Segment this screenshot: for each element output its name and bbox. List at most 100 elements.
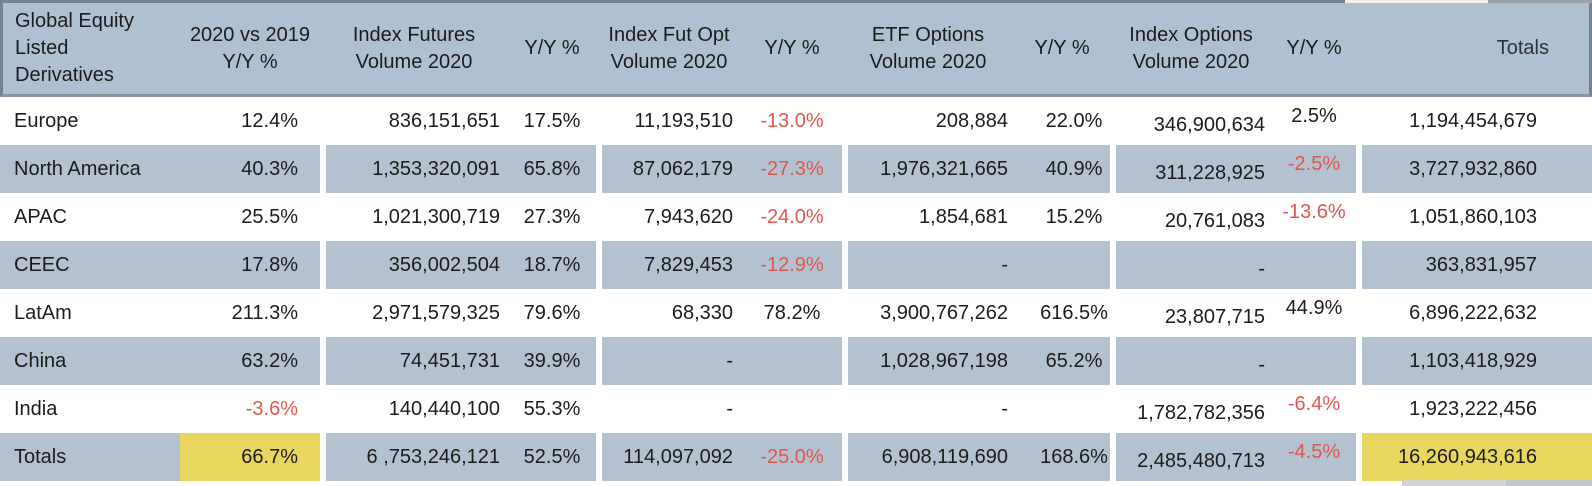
cell: 1,051,860,103 bbox=[1356, 193, 1592, 241]
row-india: India -3.6% 140,440,100 55.3% - - 1,782,… bbox=[0, 385, 1592, 433]
row-label: North America bbox=[0, 145, 180, 193]
cell: 52.5% bbox=[508, 433, 596, 481]
cell: 114,097,092 bbox=[596, 433, 742, 481]
column-header-index-fut-opt-yy: Y/Y % bbox=[742, 0, 842, 97]
screen-edge-artifact bbox=[1402, 480, 1506, 486]
cell bbox=[1014, 241, 1110, 289]
screen-edge-artifact bbox=[1345, 0, 1488, 3]
cell: - bbox=[842, 385, 1014, 433]
cell: 1,103,418,929 bbox=[1356, 337, 1592, 385]
cell: 17.5% bbox=[508, 97, 596, 145]
cell: - bbox=[1110, 337, 1272, 385]
cell: 311,228,925 bbox=[1110, 145, 1272, 193]
cell: 2,971,579,325 bbox=[320, 289, 508, 337]
cell: - bbox=[596, 385, 742, 433]
cell: 1,782,782,356 bbox=[1110, 385, 1272, 433]
cell: -3.6% bbox=[180, 385, 320, 433]
cell: 65.8% bbox=[508, 145, 596, 193]
cell: 20,761,083 bbox=[1110, 193, 1272, 241]
cell: 1,194,454,679 bbox=[1356, 97, 1592, 145]
row-apac: APAC 25.5% 1,021,300,719 27.3% 7,943,620… bbox=[0, 193, 1592, 241]
column-header-region: Global Equity Listed Derivatives bbox=[0, 0, 180, 97]
column-header-etf-options-yy: Y/Y % bbox=[1014, 0, 1110, 97]
cell: 211.3% bbox=[180, 289, 320, 337]
row-label: India bbox=[0, 385, 180, 433]
column-header-index-futures-volume: Index Futures Volume 2020 bbox=[320, 0, 508, 97]
cell: - bbox=[842, 241, 1014, 289]
row-latam: LatAm 211.3% 2,971,579,325 79.6% 68,330 … bbox=[0, 289, 1592, 337]
cell: 1,976,321,665 bbox=[842, 145, 1014, 193]
cell: 1,923,222,456 bbox=[1356, 385, 1592, 433]
cell bbox=[1272, 241, 1356, 289]
cell: 1,021,300,719 bbox=[320, 193, 508, 241]
cell: -25.0% bbox=[742, 433, 842, 481]
cell: 356,002,504 bbox=[320, 241, 508, 289]
screen-edge-artifact bbox=[1488, 0, 1592, 3]
row-totals: Totals 66.7% 6 ,753,246,121 52.5% 114,09… bbox=[0, 433, 1592, 481]
cell: 836,151,651 bbox=[320, 97, 508, 145]
cell: 208,884 bbox=[842, 97, 1014, 145]
row-china: China 63.2% 74,451,731 39.9% - 1,028,967… bbox=[0, 337, 1592, 385]
cell: 6,908,119,690 bbox=[842, 433, 1014, 481]
cell: 7,943,620 bbox=[596, 193, 742, 241]
cell: 78.2% bbox=[742, 289, 842, 337]
cell bbox=[742, 385, 842, 433]
row-label: CEEC bbox=[0, 241, 180, 289]
row-label: Europe bbox=[0, 97, 180, 145]
column-header-index-fut-opt-volume: Index Fut Opt Volume 2020 bbox=[596, 0, 742, 97]
cell: -13.6% bbox=[1272, 193, 1356, 241]
cell: 1,854,681 bbox=[842, 193, 1014, 241]
cell: -4.5% bbox=[1272, 433, 1356, 481]
cell: -13.0% bbox=[742, 97, 842, 145]
column-header-yy-2020-2019: 2020 vs 2019 Y/Y % bbox=[180, 0, 320, 97]
cell: 346,900,634 bbox=[1110, 97, 1272, 145]
cell: -24.0% bbox=[742, 193, 842, 241]
row-north-america: North America 40.3% 1,353,320,091 65.8% … bbox=[0, 145, 1592, 193]
cell: 17.8% bbox=[180, 241, 320, 289]
cell bbox=[1014, 385, 1110, 433]
cell: 6,896,222,632 bbox=[1356, 289, 1592, 337]
cell: 15.2% bbox=[1014, 193, 1110, 241]
cell: 22.0% bbox=[1014, 97, 1110, 145]
column-header-index-options-volume: Index Options Volume 2020 bbox=[1110, 0, 1272, 97]
cell: -27.3% bbox=[742, 145, 842, 193]
column-header-index-futures-yy: Y/Y % bbox=[508, 0, 596, 97]
cell: 7,829,453 bbox=[596, 241, 742, 289]
cell: 40.9% bbox=[1014, 145, 1110, 193]
cell: 87,062,179 bbox=[596, 145, 742, 193]
cell: 74,451,731 bbox=[320, 337, 508, 385]
cell: 1,028,967,198 bbox=[842, 337, 1014, 385]
row-label: Totals bbox=[0, 433, 180, 481]
cell: 2.5% bbox=[1272, 97, 1356, 145]
cell: 2,485,480,713 bbox=[1110, 433, 1272, 481]
cell: - bbox=[1110, 241, 1272, 289]
cell: 140,440,100 bbox=[320, 385, 508, 433]
cell: 23,807,715 bbox=[1110, 289, 1272, 337]
cell bbox=[742, 337, 842, 385]
column-header-etf-options-volume: ETF Options Volume 2020 bbox=[842, 0, 1014, 97]
cell: 3,727,932,860 bbox=[1356, 145, 1592, 193]
column-header-index-options-yy: Y/Y % bbox=[1272, 0, 1356, 97]
cell: 63.2% bbox=[180, 337, 320, 385]
cell bbox=[1272, 337, 1356, 385]
row-europe: Europe 12.4% 836,151,651 17.5% 11,193,51… bbox=[0, 97, 1592, 145]
column-header-totals: Totals bbox=[1356, 0, 1592, 97]
cell: 1,353,320,091 bbox=[320, 145, 508, 193]
cell: 27.3% bbox=[508, 193, 596, 241]
cell: 363,831,957 bbox=[1356, 241, 1592, 289]
cell: 18.7% bbox=[508, 241, 596, 289]
cell: 40.3% bbox=[180, 145, 320, 193]
header-row: Global Equity Listed Derivatives 2020 vs… bbox=[0, 0, 1592, 97]
cell: -12.9% bbox=[742, 241, 842, 289]
cell: 39.9% bbox=[508, 337, 596, 385]
cell: 25.5% bbox=[180, 193, 320, 241]
cell-grand-total-highlight: 16,260,943,616 bbox=[1356, 433, 1592, 481]
cell: 55.3% bbox=[508, 385, 596, 433]
cell: 168.6% bbox=[1014, 433, 1110, 481]
cell: - bbox=[596, 337, 742, 385]
cell: 44.9% bbox=[1272, 289, 1356, 337]
row-label: APAC bbox=[0, 193, 180, 241]
row-label: LatAm bbox=[0, 289, 180, 337]
cell: -6.4% bbox=[1272, 385, 1356, 433]
